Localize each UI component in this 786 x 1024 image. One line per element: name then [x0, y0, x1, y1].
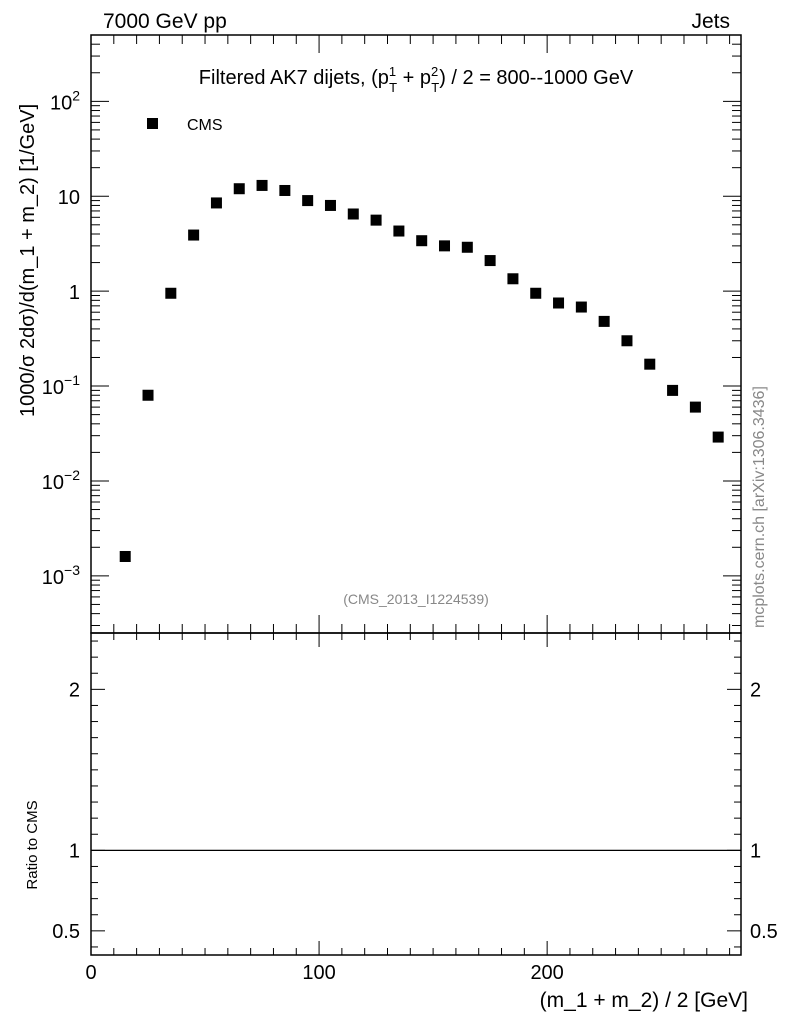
- data-point-cms: [575, 301, 587, 313]
- x-axis-label: (m_1 + m_2) / 2 [GeV]: [540, 989, 748, 1012]
- data-points: [119, 179, 724, 562]
- ratio-y-tick-label-right: 0.5: [750, 921, 778, 943]
- data-point-cms: [689, 401, 701, 413]
- data-point-cms: [712, 431, 724, 443]
- data-point-cms: [302, 195, 314, 207]
- side-source-label: mcplots.cern.ch [arXiv:1306.3436]: [751, 386, 768, 628]
- data-point-cms: [553, 297, 565, 309]
- data-point-cms: [416, 235, 428, 247]
- data-point-cms: [233, 183, 245, 195]
- data-point-cms: [461, 241, 473, 253]
- data-point-cms: [370, 214, 382, 226]
- ratio-y-tick-label: 0.5: [52, 921, 80, 943]
- data-point-cms: [347, 208, 359, 220]
- header-left-label: 7000 GeV pp: [103, 10, 227, 33]
- data-point-cms: [507, 273, 519, 285]
- x-tick-label: 0: [85, 962, 96, 984]
- data-point-cms: [188, 229, 200, 241]
- analysis-annotation: (CMS_2013_I1224539): [343, 591, 489, 607]
- data-point-cms: [393, 225, 405, 237]
- data-point-cms: [621, 335, 633, 347]
- ratio-y-tick-label-right: 2: [750, 679, 761, 701]
- data-point-cms: [119, 550, 131, 562]
- header-right-label: Jets: [691, 10, 730, 33]
- data-point-cms: [439, 240, 451, 252]
- ratio-y-tick-label-right: 1: [750, 840, 761, 862]
- data-point-cms: [279, 184, 291, 196]
- main-y-tick-label: 10−2: [42, 467, 80, 494]
- main-y-tick-label: 10: [58, 187, 80, 209]
- data-point-cms: [598, 315, 610, 327]
- legend-label-cms: CMS: [187, 117, 223, 134]
- data-point-cms: [165, 287, 177, 299]
- ratio-plot-frame: [90, 632, 742, 956]
- data-point-cms: [484, 255, 496, 267]
- data-point-cms: [256, 179, 268, 191]
- data-point-cms: [210, 197, 222, 209]
- x-tick-label: 100: [302, 962, 335, 984]
- data-point-cms: [142, 389, 154, 401]
- chart-title: Filtered AK7 dijets, (p1 T + p2 T) / 2 = 8…: [199, 64, 634, 95]
- data-point-cms: [644, 358, 656, 370]
- main-y-tick-label: 102: [50, 87, 80, 114]
- data-point-cms: [324, 199, 336, 211]
- legend-marker-cms: [147, 118, 158, 129]
- axis-ticks: 10−3 10−2 10−1 1 10 102 0 100 200 0.5 0.5 1 1 2 2: [42, 34, 778, 984]
- main-y-tick-label: 10−1: [42, 372, 80, 399]
- main-y-tick-label: 1: [69, 282, 80, 304]
- main-y-axis-label: 1000/σ 2dσ)/d(m_1 + m_2) [1/GeV]: [17, 104, 39, 417]
- data-point-cms: [667, 384, 679, 396]
- ratio-y-axis-label: Ratio to CMS: [24, 800, 41, 889]
- main-y-tick-label: 10−3: [42, 562, 80, 589]
- ratio-y-tick-label: 1: [69, 840, 80, 862]
- x-tick-label: 200: [530, 962, 563, 984]
- data-point-cms: [530, 287, 542, 299]
- ratio-y-tick-label: 2: [69, 679, 80, 701]
